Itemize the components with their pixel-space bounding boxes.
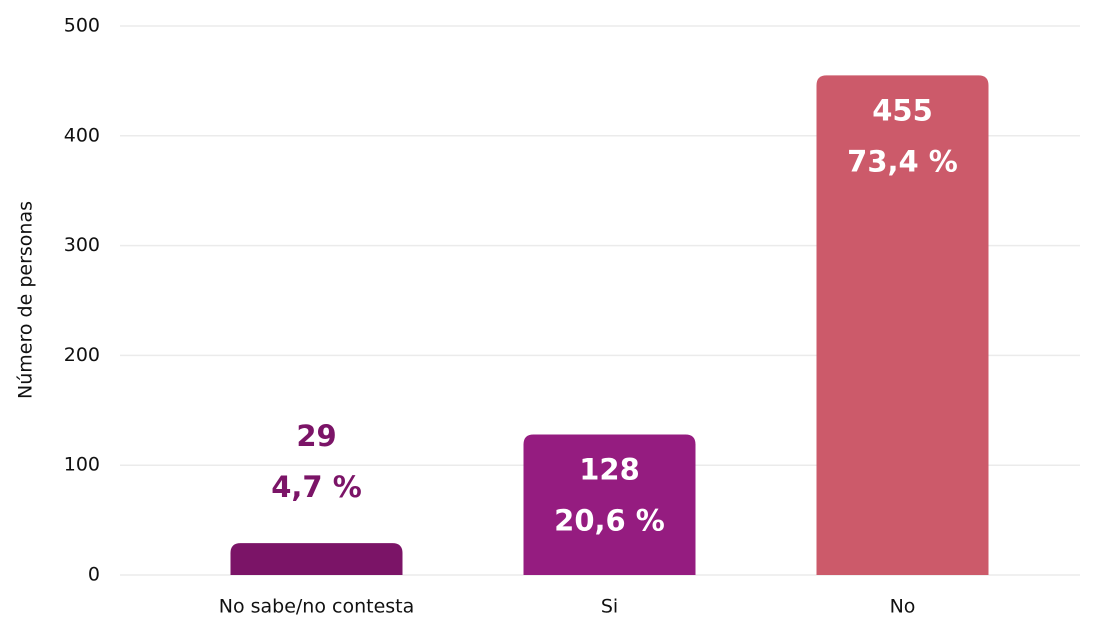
bar — [523, 434, 696, 575]
value-label: 29 — [296, 419, 336, 453]
x-tick-label: No — [890, 596, 916, 618]
y-tick-label: 100 — [64, 454, 100, 476]
value-label: 128 — [579, 452, 640, 486]
y-tick-label: 500 — [64, 15, 100, 37]
bar — [816, 75, 989, 575]
y-axis-title: Número de personas — [15, 201, 37, 399]
value-label: 455 — [872, 93, 933, 127]
x-tick-label: Si — [601, 596, 618, 618]
y-tick-label: 400 — [64, 124, 100, 146]
y-tick-label: 300 — [64, 234, 100, 256]
y-tick-label: 200 — [64, 344, 100, 366]
y-tick-label: 0 — [88, 564, 100, 586]
percent-label: 4,7 % — [271, 470, 362, 504]
percent-label: 73,4 % — [847, 144, 958, 178]
x-tick-label: No sabe/no contesta — [219, 596, 415, 618]
percent-label: 20,6 % — [554, 503, 665, 537]
bar — [230, 543, 403, 575]
